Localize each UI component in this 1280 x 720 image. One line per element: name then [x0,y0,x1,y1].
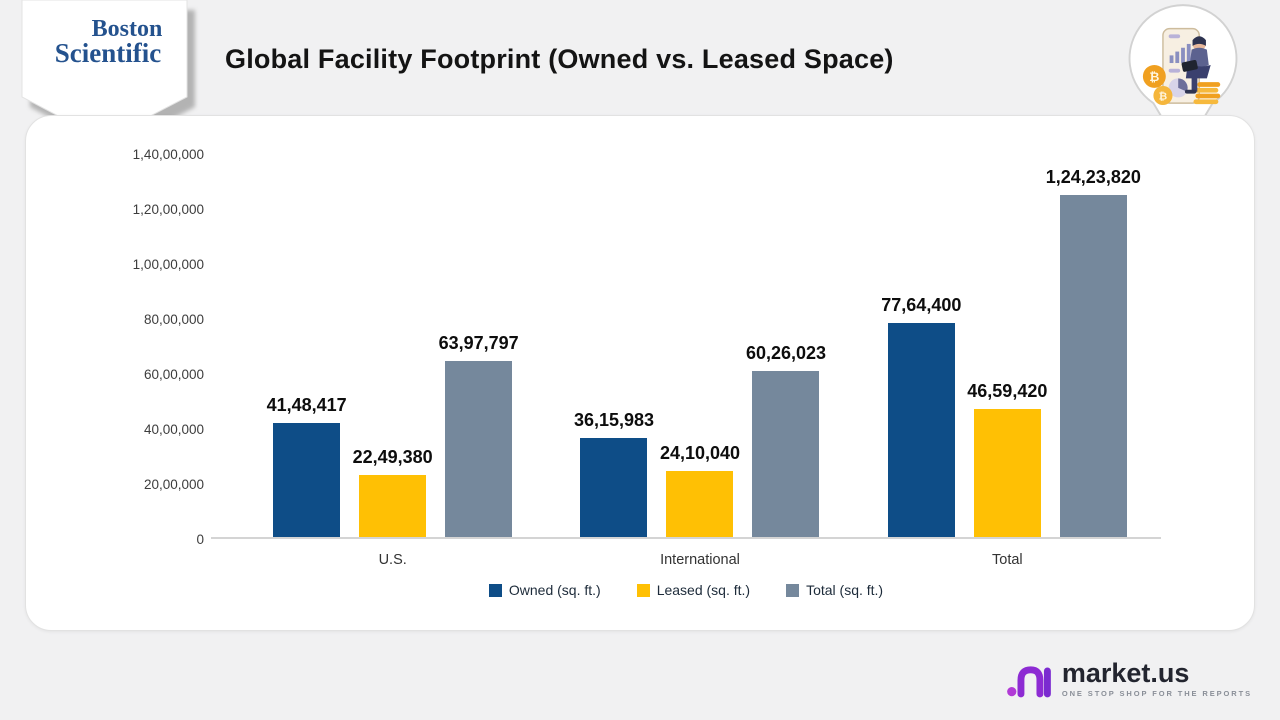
bar-slot: 46,59,420 [967,381,1047,537]
bar [752,371,820,537]
marketus-logo-icon [1007,666,1051,698]
chart-legend: Owned (sq. ft.) Leased (sq. ft.) Total (sq… [136,582,1236,598]
chart-card: 0 20,00,000 40,00,000 60,00,000 80,00,000 1,0… [25,115,1255,631]
category-label: International [660,552,740,568]
legend-swatch [786,583,800,597]
svg-text:₿: ₿ [1149,70,1159,84]
legend-label: Owned (sq. ft.) [508,582,601,598]
brand-line2: Scientific [55,38,161,68]
legend-swatch [488,583,502,597]
bar-group: 41,48,417 22,49,380 63,97,797 [239,152,546,537]
bar-value-label: 24,10,040 [659,443,741,463]
category-label: U.S. [378,552,407,568]
bar-slot: 41,48,417 [267,395,347,537]
y-axis: 0 20,00,000 40,00,000 60,00,000 80,00,000 1,0… [26,147,204,547]
bar [666,471,734,537]
y-axis-tick-label: 80,00,000 [143,312,204,327]
bar [973,409,1041,537]
bar-slot: 36,15,983 [574,410,654,537]
y-axis-tick-label: 60,00,000 [143,367,204,382]
legend-item: Total (sq. ft.) [786,582,883,598]
bar [445,361,513,537]
pin-illustration: ₿ ₿ [1128,4,1238,155]
bar-value-label: 36,15,983 [573,410,655,430]
bar-value-label: 60,26,023 [745,343,827,363]
bar-slot: 77,64,400 [881,295,961,537]
legend-swatch [636,583,650,597]
marketus-logo-text: market.us [1061,658,1190,688]
finance-illustration-pin: ₿ ₿ [1122,0,1244,170]
y-axis-tick-label: 0 [196,532,204,547]
bar-group: 36,15,983 24,10,040 60,26,023 [546,152,853,537]
bar-slot: 24,10,040 [660,443,740,537]
bar [273,423,341,537]
legend-item: Owned (sq. ft.) [488,582,601,598]
bar [359,475,427,537]
brand-line1: Boston [92,16,163,42]
plot-area: 41,48,417 22,49,380 63,97,797 36,15,983 24,1… [211,152,1161,539]
bar [1059,195,1127,537]
bitcoin-icons: ₿ ₿ [1142,64,1173,106]
legend-label: Total (sq. ft.) [806,582,884,598]
bar [887,323,955,537]
legend-label: Leased (sq. ft.) [656,582,751,598]
bar-group: 77,64,400 46,59,420 1,24,23,820 [854,152,1161,537]
phone-chart-icon [1162,27,1200,104]
page-title: Global Facility Footprint (Owned vs. Lea… [225,44,894,74]
bar-slot: 60,26,023 [746,343,826,537]
y-axis-tick-label: 1,20,00,000 [132,202,204,217]
bar-slot: 63,97,797 [439,333,519,537]
bar-value-label: 41,48,417 [266,395,347,415]
bar-value-label: 1,24,23,820 [1045,167,1141,187]
bar-value-label: 22,49,380 [352,447,433,467]
bar-slot: 1,24,23,820 [1046,167,1141,537]
bar-value-label: 77,64,400 [881,295,962,315]
y-axis-tick-label: 20,00,000 [143,477,204,492]
coin-stacks-icon [1193,82,1221,105]
x-axis-categories: U.S. International Total [211,552,1161,568]
bar-chart: 0 20,00,000 40,00,000 60,00,000 80,00,000 1,0… [26,116,1254,630]
legend-item: Leased (sq. ft.) [636,582,751,598]
person-laptop-icon [1181,36,1211,94]
y-axis-tick-label: 1,40,00,000 [132,147,204,162]
category-label: Total [992,552,1023,568]
marketus-tagline: ONE STOP SHOP FOR THE REPORTS [1061,689,1252,698]
bar [580,438,648,537]
svg-text:₿: ₿ [1159,90,1168,102]
y-axis-tick-label: 1,00,00,000 [132,257,204,272]
bar-value-label: 46,59,420 [967,381,1048,401]
y-axis-tick-label: 40,00,000 [143,422,204,437]
bar-slot: 22,49,380 [353,447,433,537]
marketus-logo: market.us ONE STOP SHOP FOR THE REPORTS [1006,656,1252,702]
bar-value-label: 63,97,797 [438,333,519,353]
